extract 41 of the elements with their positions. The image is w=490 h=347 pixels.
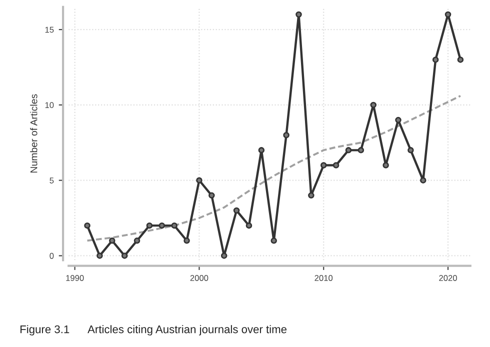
y-tick-label: 5 bbox=[50, 178, 54, 184]
point bbox=[233, 207, 240, 214]
x-tick-label: 2020 bbox=[439, 275, 457, 281]
caption: Figure 3.1 Articles citing Austrian journals over time bbox=[20, 325, 287, 336]
point bbox=[296, 11, 302, 18]
point bbox=[220, 252, 228, 259]
point bbox=[121, 252, 128, 259]
point bbox=[109, 238, 116, 244]
point bbox=[146, 222, 153, 229]
point bbox=[246, 222, 252, 229]
x-tick-label: 2010 bbox=[314, 275, 333, 281]
point bbox=[283, 132, 290, 138]
point bbox=[270, 238, 277, 244]
point bbox=[258, 147, 265, 154]
point bbox=[171, 222, 178, 229]
point bbox=[158, 222, 166, 229]
point bbox=[408, 147, 414, 154]
point bbox=[308, 192, 314, 199]
point bbox=[370, 102, 376, 108]
point bbox=[184, 238, 190, 244]
point bbox=[96, 252, 103, 259]
point bbox=[444, 11, 452, 18]
x-tick-label: 1990 bbox=[66, 275, 84, 281]
point bbox=[358, 147, 364, 154]
point bbox=[345, 147, 352, 154]
point bbox=[208, 192, 215, 199]
point bbox=[134, 238, 140, 244]
y-tick-label: 10 bbox=[45, 102, 54, 108]
y-tick-label: 0 bbox=[50, 252, 54, 259]
y-axis-title: Number of Articles bbox=[30, 94, 38, 173]
x-tick-label: 2000 bbox=[190, 275, 208, 281]
y-tick-label: 15 bbox=[45, 26, 54, 33]
point bbox=[332, 162, 340, 168]
point bbox=[395, 116, 402, 124]
point bbox=[420, 177, 426, 184]
point bbox=[382, 162, 389, 168]
point bbox=[432, 56, 439, 63]
point bbox=[457, 56, 464, 63]
point bbox=[84, 222, 90, 229]
point bbox=[196, 177, 202, 184]
point bbox=[320, 162, 327, 168]
